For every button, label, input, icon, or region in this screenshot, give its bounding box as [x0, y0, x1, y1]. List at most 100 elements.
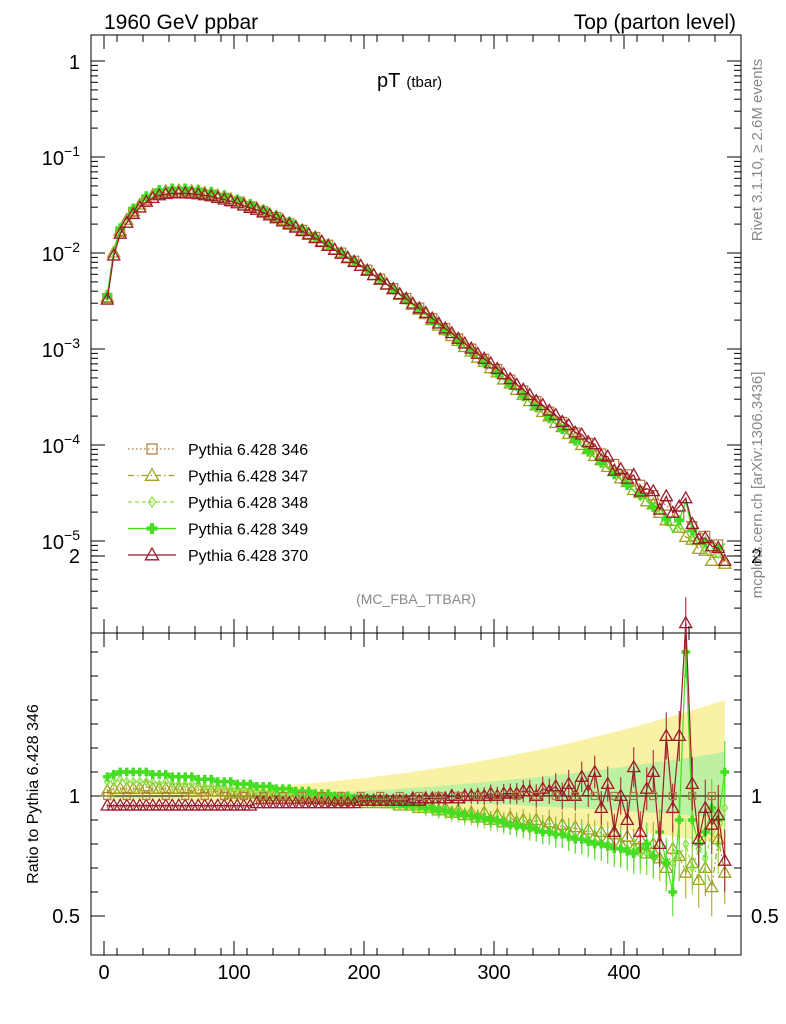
ratio-point — [317, 791, 326, 801]
ratio-point — [220, 791, 229, 801]
ratio-point — [675, 850, 683, 862]
ratio-point — [200, 791, 209, 801]
ratio-point — [665, 800, 680, 814]
data-point — [685, 516, 700, 530]
ratio-point — [136, 776, 144, 787]
data-point — [457, 335, 472, 349]
ratio-point — [661, 858, 671, 868]
data-point — [483, 355, 498, 369]
legend-marker — [144, 546, 160, 561]
data-point — [503, 371, 518, 385]
y-tick-label-base: 10 — [42, 244, 64, 266]
data-point — [717, 553, 732, 566]
data-point — [704, 538, 719, 552]
ratio-point — [548, 778, 563, 792]
data-point — [230, 195, 245, 209]
y-tick-label: 10−4 — [42, 431, 80, 458]
ratio-tick-label-right: 1 — [751, 786, 762, 808]
data-point — [392, 286, 407, 300]
data-point — [635, 490, 646, 501]
ratio-point — [233, 783, 241, 794]
data-point — [451, 331, 466, 344]
ratio-point — [633, 824, 648, 838]
data-point — [256, 204, 271, 218]
ratio-point — [590, 791, 599, 801]
ratio-point — [629, 791, 638, 801]
data-point — [518, 391, 529, 402]
data-point — [470, 346, 485, 359]
ratio-point — [587, 764, 602, 778]
data-point — [542, 403, 557, 416]
ratio-point — [347, 795, 362, 809]
side-label-rivet: Rivet 3.1.10, ≥ 2.6M events — [749, 59, 766, 242]
data-point — [711, 540, 726, 554]
data-point — [581, 434, 596, 448]
ratio-point — [620, 812, 635, 826]
data-point — [583, 446, 594, 457]
plot-title-main: pT — [377, 70, 400, 92]
ratio-point — [512, 791, 521, 801]
side-label-mcplots: mcplots.cern.ch [arXiv:1306.3436] — [749, 372, 766, 599]
series-pythia-6.428-370 — [100, 185, 732, 566]
ratio-point — [522, 783, 537, 797]
ratio-point — [668, 791, 677, 801]
data-point — [386, 281, 401, 295]
data-point — [594, 448, 609, 461]
y-tick-label-exp: −2 — [64, 239, 80, 255]
data-point — [425, 310, 440, 324]
data-point — [609, 469, 620, 480]
data-point — [678, 490, 693, 504]
ratio-point — [648, 851, 658, 861]
legend-label: Pythia 6.428 349 — [188, 522, 308, 539]
ratio-point — [278, 791, 287, 801]
ratio-point — [188, 778, 196, 790]
ratio-point — [434, 791, 443, 801]
y-tick-label-exp: −1 — [64, 143, 80, 159]
data-point — [431, 315, 446, 329]
data-point — [282, 216, 297, 230]
data-point — [675, 522, 684, 534]
ratio-point — [594, 800, 609, 814]
data-point — [587, 436, 602, 450]
data-point — [600, 449, 615, 462]
ratio-point — [227, 783, 235, 794]
data-point — [646, 483, 661, 497]
main-frame — [90, 34, 742, 634]
data-point — [717, 556, 732, 569]
data-point — [360, 262, 375, 276]
ratio-point — [600, 776, 615, 790]
data-point — [139, 194, 154, 207]
ratio-point — [674, 815, 684, 825]
ratio-point — [688, 862, 696, 874]
ratio-point — [123, 776, 131, 787]
ratio-point — [259, 791, 268, 801]
ratio-point — [259, 786, 267, 797]
ratio-point — [473, 791, 482, 801]
ratio-point — [337, 791, 346, 801]
data-point — [548, 407, 563, 421]
ratio-point — [415, 791, 424, 801]
data-point — [652, 502, 667, 515]
data-point — [288, 220, 303, 233]
data-point — [245, 199, 256, 210]
ratio-point — [253, 786, 261, 797]
legend-item: Pythia 6.428 346 — [128, 442, 308, 459]
data-point — [210, 190, 225, 204]
data-point — [529, 393, 544, 407]
ratio-point — [672, 728, 687, 742]
ratio-point — [305, 790, 313, 802]
header-left: 1960 GeV ppbar — [104, 11, 258, 34]
data-point — [431, 318, 446, 331]
data-point — [568, 424, 583, 438]
ratio-point — [652, 836, 667, 850]
ratio-point — [181, 778, 189, 790]
data-point — [204, 188, 219, 202]
data-point — [249, 202, 264, 215]
data-point — [412, 300, 427, 314]
analysis-label: (MC_FBA_TTBAR) — [356, 591, 476, 607]
ratio-tick-label-right: 2 — [751, 546, 762, 568]
ratio-series-reference — [103, 791, 716, 801]
ratio-point — [220, 781, 228, 792]
ratio-point — [214, 781, 222, 792]
ratio-band-yellow — [107, 700, 725, 844]
